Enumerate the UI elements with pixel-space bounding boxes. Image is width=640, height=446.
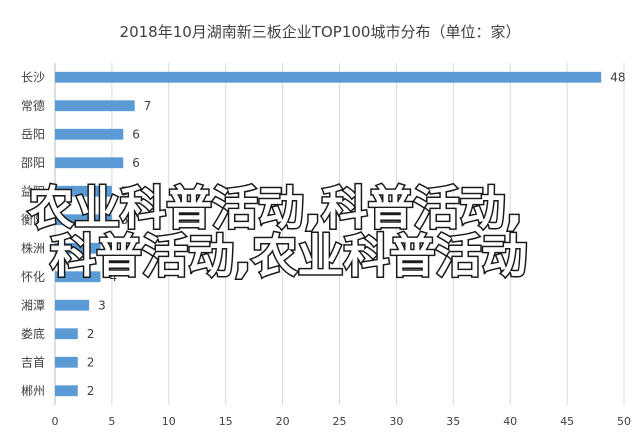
category-label-8: 湘潭	[21, 297, 45, 312]
bar-3	[55, 157, 124, 169]
x-tick-label-1: 5	[108, 415, 115, 428]
value-label-8: 3	[98, 298, 106, 312]
overlay-text-group: 农业科普活动,科普活动, 科普活动,农业科普活动	[27, 180, 529, 285]
category-label-4: 益阳	[21, 184, 45, 198]
category-label-9: 娄底	[21, 326, 45, 341]
x-tick-label-8: 40	[503, 415, 517, 428]
x-tick-label-10: 50	[617, 415, 631, 428]
category-label-0: 长沙	[21, 70, 45, 84]
value-label-4: 5	[121, 184, 129, 198]
bar-9	[55, 328, 78, 340]
category-label-10: 吉首	[21, 355, 45, 369]
category-label-5: 衡阳	[21, 213, 45, 227]
category-label-6: 株洲	[21, 240, 45, 255]
category-label-7: 怀化	[21, 270, 45, 284]
category-label-2: 岳阳	[21, 127, 45, 141]
x-tick-label-9: 45	[560, 415, 574, 428]
value-label-2: 6	[132, 127, 140, 141]
bar-5	[55, 214, 112, 226]
category-label-11: 郴州	[21, 384, 45, 398]
x-tick-label-5: 25	[333, 415, 347, 428]
grid-layer	[54, 63, 625, 405]
x-tick-label-7: 35	[446, 415, 460, 428]
value-label-11: 2	[87, 384, 95, 398]
bar-8	[55, 299, 90, 311]
value-label-0: 48	[610, 70, 625, 84]
ticks-layer: 0 5 10 15 20 25 30 35 40 45 50	[52, 415, 632, 428]
value-label-5: 5	[121, 213, 129, 227]
x-tick-label-6: 30	[389, 415, 403, 428]
bar-0	[55, 71, 602, 83]
x-tick-label-0: 0	[52, 415, 59, 428]
category-label-3: 邵阳	[21, 156, 45, 170]
value-label-7: 4	[110, 270, 118, 284]
overlay-text-line-1: 农业科普活动,科普活动,	[28, 181, 523, 235]
bar-6	[55, 242, 101, 254]
bar-4	[55, 185, 112, 197]
overlay-text-line-2: 科普活动,农业科普活动	[50, 229, 527, 283]
x-tick-label-3: 15	[219, 415, 233, 428]
value-label-9: 2	[87, 327, 95, 341]
value-label-10: 2	[87, 355, 95, 369]
category-label-1: 常德	[21, 98, 45, 113]
value-label-6: 4	[110, 241, 118, 255]
bar-7	[55, 271, 101, 283]
bar-2	[55, 128, 124, 140]
chart-title: 2018年10月湖南新三板企业TOP100城市分布（单位：家）	[120, 23, 521, 41]
bars-layer	[55, 71, 602, 397]
value-label-1: 7	[144, 99, 152, 113]
bar-1	[55, 100, 135, 112]
x-tick-label-2: 10	[162, 415, 176, 428]
x-tick-label-4: 20	[276, 415, 290, 428]
bar-11	[55, 385, 78, 397]
bar-10	[55, 356, 78, 368]
labels-layer: 长沙 48 常德 7 岳阳 6 邵阳 6 益阳 5 衡阳 5 株洲 4 怀化 4 湘潭 3 娄底 2 吉首 2 郴州 2	[21, 70, 626, 398]
value-label-3: 6	[132, 156, 140, 170]
